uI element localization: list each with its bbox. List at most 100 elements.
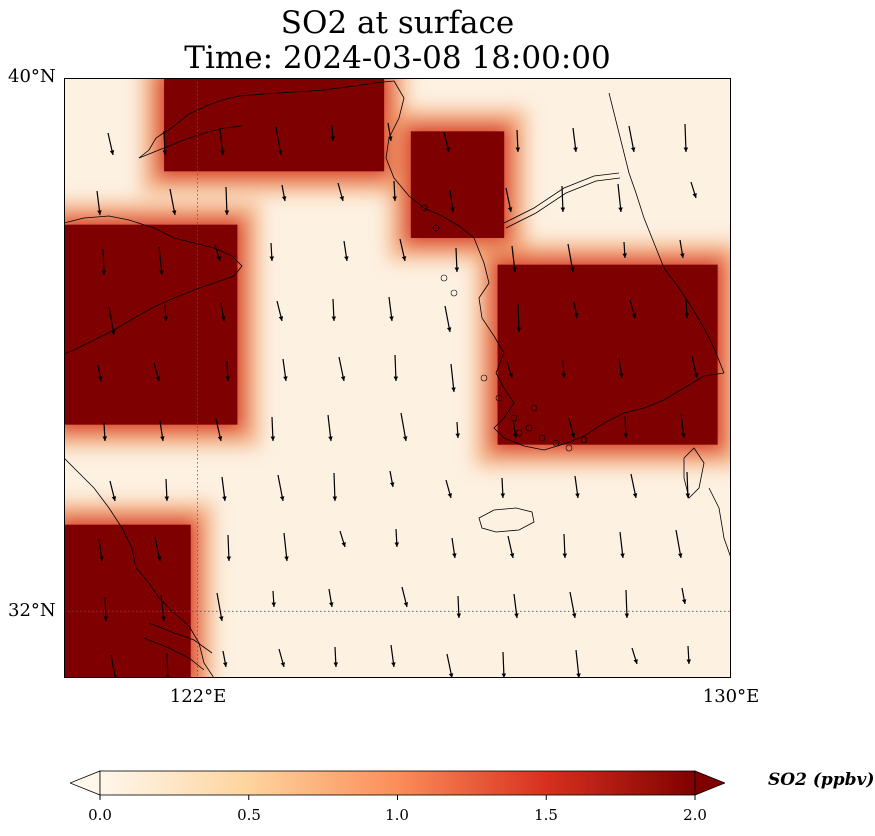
wind-arrow <box>388 296 394 322</box>
wind-arrow <box>629 299 636 319</box>
colorbar-min-extend <box>68 770 101 796</box>
wind-arrow <box>631 647 638 665</box>
wind-arrow <box>393 354 399 382</box>
wind-arrow <box>455 421 460 439</box>
wind-arrow <box>331 298 337 322</box>
wind-arrow <box>162 130 168 156</box>
so2-core-0 <box>164 78 385 172</box>
wind-arrow <box>574 475 580 499</box>
so2-core-2 <box>410 131 505 238</box>
wind-arrow <box>505 187 513 213</box>
wind-arrow <box>96 190 102 216</box>
coastline-1 <box>138 125 243 159</box>
coastline-12 <box>64 457 215 678</box>
wind-arrow <box>568 417 576 439</box>
wind-arrow <box>617 183 623 213</box>
island-3 <box>525 424 533 432</box>
wind-arrow <box>164 478 170 502</box>
wind-arrow <box>277 474 285 502</box>
wind-arrow <box>686 645 692 665</box>
wind-arrow <box>561 359 567 379</box>
island-13 <box>432 224 440 232</box>
coastline-10 <box>683 447 705 499</box>
coastline-14 <box>143 637 205 671</box>
wind-arrow <box>283 532 289 562</box>
coastline-4 <box>473 237 515 439</box>
wind-arrow <box>456 595 462 619</box>
wind-arrow <box>215 418 223 442</box>
wind-arrow <box>158 246 164 276</box>
wind-arrow <box>327 414 333 442</box>
wind-arrow <box>275 126 283 156</box>
wind-arrow <box>684 297 690 319</box>
title-line-1: SO2 at surface <box>280 5 515 41</box>
wind-arrow <box>683 123 689 153</box>
wind-arrow <box>567 243 575 273</box>
wind-arrow <box>618 357 624 379</box>
so2-core-4 <box>64 524 191 678</box>
wind-vectors <box>96 122 699 678</box>
wind-arrow <box>575 649 581 678</box>
wind-arrow <box>337 182 344 202</box>
wind-arrow <box>443 131 451 153</box>
wind-arrow <box>573 301 579 319</box>
colorbar-tick-4: 2.0 <box>683 806 707 824</box>
wind-arrow <box>451 537 457 559</box>
map-title: SO2 at surface Time: 2024-03-08 18:00:00 <box>64 6 731 76</box>
wind-arrow <box>328 588 334 608</box>
wind-arrow <box>501 651 507 678</box>
wind-arrow <box>219 128 225 156</box>
wind-arrow <box>107 132 115 156</box>
wind-arrow <box>623 415 629 439</box>
wind-arrow <box>500 477 506 499</box>
wind-arrow <box>691 355 699 379</box>
wind-arrow <box>562 533 568 559</box>
wind-arrow <box>511 245 517 273</box>
wind-arrow <box>630 473 638 499</box>
wind-arrow <box>220 302 226 322</box>
wind-arrow <box>506 361 513 379</box>
coastline-6 <box>608 92 725 374</box>
wind-arrow <box>392 180 398 202</box>
wind-arrow <box>98 538 104 562</box>
wind-arrow <box>512 419 518 439</box>
wind-arrow <box>97 364 103 382</box>
wind-arrow <box>222 650 228 668</box>
coastline-13 <box>148 622 213 654</box>
wind-arrow <box>619 531 625 559</box>
wind-arrow <box>330 124 335 142</box>
wind-arrow <box>216 592 224 622</box>
wind-arrow <box>390 644 396 668</box>
wind-arrow <box>387 122 393 142</box>
wind-arrow <box>681 587 687 605</box>
wind-arrow <box>269 242 275 262</box>
wind-arrow <box>221 476 227 502</box>
wind-arrow <box>446 653 454 678</box>
island-4 <box>538 434 546 442</box>
wind-arrow <box>224 186 230 216</box>
wind-arrow <box>271 590 276 608</box>
wind-arrow <box>153 362 160 382</box>
wind-arrow <box>394 528 400 548</box>
lon-label-122: 122°E <box>169 686 227 707</box>
coastline-7 <box>503 172 620 224</box>
wind-arrow <box>628 125 636 153</box>
island-0 <box>480 374 488 382</box>
wind-arrow <box>569 591 577 619</box>
wind-arrow <box>343 240 349 262</box>
coastline-8 <box>505 177 621 229</box>
wind-arrow <box>214 244 221 262</box>
so2-core-3 <box>497 264 718 445</box>
wind-arrow <box>333 646 339 668</box>
wind-arrow <box>160 594 166 622</box>
lat-label-40: 40°N <box>8 66 56 87</box>
wind-arrow <box>109 480 117 502</box>
wind-arrow <box>108 306 116 336</box>
wind-arrow <box>225 360 231 382</box>
wind-arrow <box>624 589 630 619</box>
island-9 <box>530 404 538 412</box>
wind-arrow <box>101 248 107 276</box>
island-7 <box>580 436 588 444</box>
colorbar <box>68 770 727 830</box>
wind-arrow <box>516 303 522 333</box>
